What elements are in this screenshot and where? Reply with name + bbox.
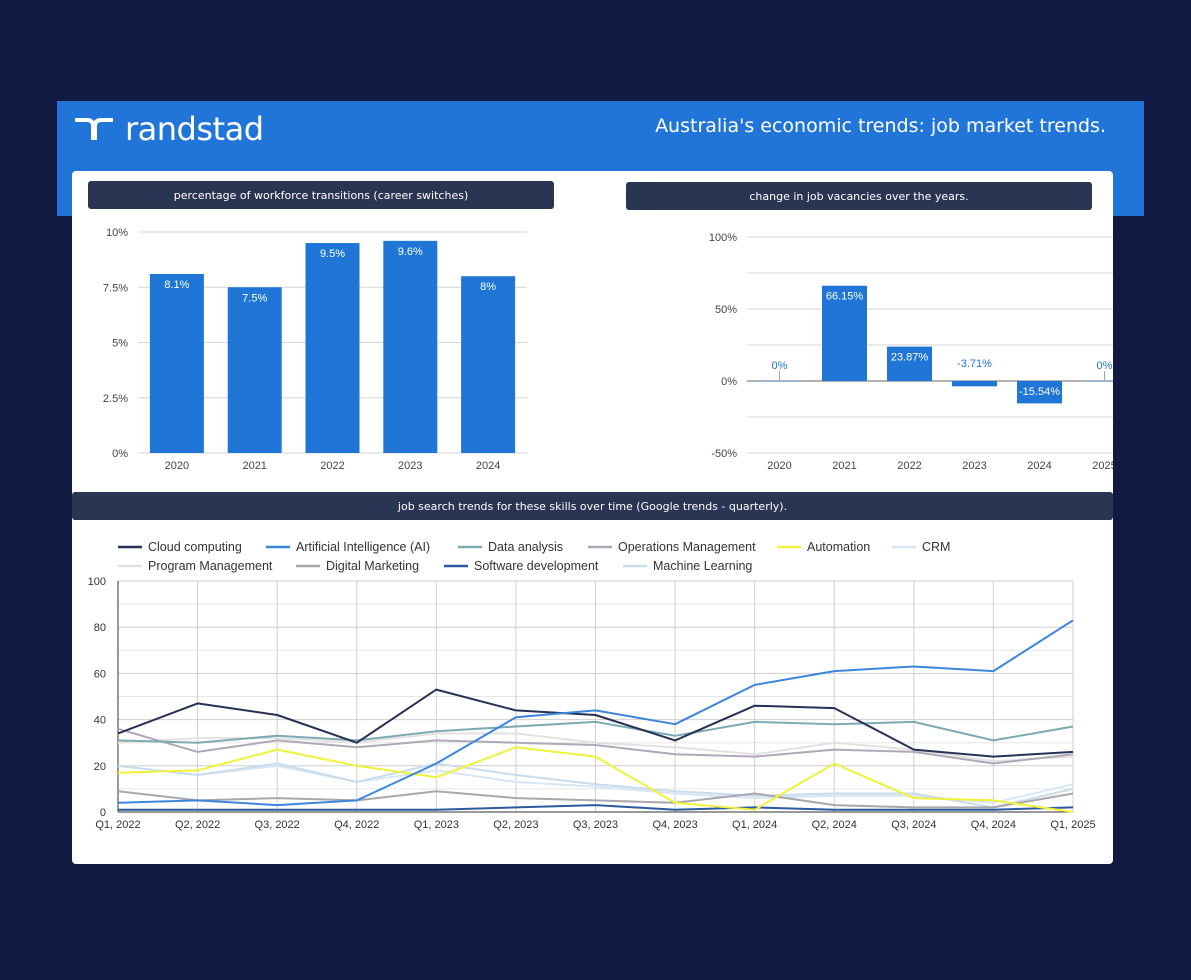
- c2-xtick-label: 2020: [767, 460, 791, 472]
- c3-series-line: [117, 746, 1074, 813]
- c3-legend-label: Artificial Intelligence (AI): [296, 540, 430, 554]
- c1-bar: [461, 276, 516, 453]
- c3-series-line: [117, 720, 1074, 744]
- c2-ytick-label: 50%: [715, 304, 737, 316]
- c3-xtick-label: Q2, 2022: [175, 819, 220, 831]
- c3-series-line: [117, 764, 1074, 804]
- c3-ytick-label: 60: [94, 668, 106, 680]
- c2-data-label: -3.71%: [957, 358, 992, 370]
- c1-data-label: 9.5%: [320, 248, 345, 260]
- chart2-title: change in job vacancies over the years.: [626, 182, 1092, 210]
- c3-legend-label: Digital Marketing: [326, 559, 419, 573]
- c2-bar: [887, 346, 932, 381]
- c2-bar: [1017, 381, 1062, 404]
- c2-data-label: -15.54%: [1019, 386, 1060, 398]
- c3-series-line: [118, 804, 1074, 811]
- c1-xtick-label: 2024: [476, 460, 500, 472]
- randstad-logo: randstad: [73, 109, 264, 149]
- c3-xtick-label: Q1, 2024: [732, 819, 777, 831]
- c3-legend-label: Data analysis: [488, 540, 563, 554]
- c3-ytick-label: 80: [94, 622, 106, 634]
- c2-bar: [757, 381, 802, 382]
- c3-ytick-label: 20: [94, 761, 106, 773]
- c3-legend-label: Program Management: [148, 559, 273, 573]
- c3-ytick-label: 100: [88, 576, 106, 588]
- c1-bar: [149, 273, 204, 453]
- c2-xtick-label: 2023: [962, 460, 986, 472]
- c3-xtick-label: Q4, 2024: [971, 819, 1016, 831]
- c3-xtick-label: Q2, 2024: [812, 819, 857, 831]
- c3-xtick-label: Q3, 2022: [255, 819, 300, 831]
- skills-trends-chart: 0 20 40 60 80 100 Q1, 2022 Q2, 2022 Q3, 2022 Q4, …: [88, 540, 1096, 831]
- c3-xtick-label: Q4, 2023: [652, 819, 697, 831]
- c3-series-line: [117, 727, 1074, 765]
- c1-bar: [227, 287, 282, 453]
- c1-data-label: 7.5%: [242, 292, 267, 304]
- c3-series-line: [117, 688, 1074, 758]
- c1-bar: [305, 243, 360, 453]
- randstad-logo-icon: [75, 118, 113, 140]
- c3-series-line: [117, 790, 1074, 809]
- c3-xtick-label: Q1, 2022: [95, 819, 140, 831]
- c1-xtick-label: 2022: [320, 460, 344, 472]
- c3-xtick-label: Q1, 2025: [1050, 819, 1095, 831]
- c3-legend-label: Machine Learning: [653, 559, 752, 573]
- c2-data-label: 0%: [1097, 360, 1113, 372]
- c1-data-label: 9.6%: [398, 246, 423, 258]
- c2-xtick-label: 2024: [1027, 460, 1051, 472]
- c1-ytick-label: 0%: [112, 448, 128, 460]
- page-title: Australia's economic trends: job market …: [655, 115, 1106, 137]
- c1-xtick-label: 2021: [242, 460, 266, 472]
- c3-ytick-label: 0: [100, 807, 106, 819]
- c3-legend-label: Cloud computing: [148, 540, 242, 554]
- c1-ytick-label: 7.5%: [103, 282, 128, 294]
- c2-data-label: 0%: [772, 360, 788, 372]
- c2-bar: [822, 285, 867, 381]
- c3-legend-label: Automation: [807, 540, 870, 554]
- c3-series-line: [117, 762, 1074, 809]
- c3-xtick-label: Q3, 2023: [573, 819, 618, 831]
- c2-xtick-label: 2022: [897, 460, 921, 472]
- c1-data-label: 8.1%: [164, 279, 189, 291]
- c1-data-label: 8%: [480, 281, 496, 293]
- c3-xtick-label: Q3, 2024: [891, 819, 936, 831]
- c2-bar: [952, 381, 997, 387]
- c1-bar: [383, 240, 438, 453]
- job-vacancies-chart: -50% 0% 50% 100% 2020 0% 2021 66.15% 2022 23.87% 2…: [709, 232, 1113, 472]
- c3-legend-label: Operations Management: [618, 540, 756, 554]
- chart3-title: job search trends for these skills over …: [72, 492, 1113, 520]
- c3-xtick-label: Q2, 2023: [493, 819, 538, 831]
- c2-data-label: 66.15%: [826, 291, 864, 303]
- c2-bar: [1082, 381, 1113, 382]
- workforce-transitions-chart: 0% 2.5% 5% 7.5% 10% 2020 8.1% 2021 7.5% 2022 9.5% 2…: [103, 227, 527, 472]
- c3-ytick-label: 40: [94, 715, 106, 727]
- logo-text: randstad: [125, 110, 264, 148]
- c1-xtick-label: 2020: [165, 460, 189, 472]
- c3-xtick-label: Q1, 2023: [414, 819, 459, 831]
- c1-ytick-label: 2.5%: [103, 393, 128, 405]
- c1-xtick-label: 2023: [398, 460, 422, 472]
- c1-ytick-label: 10%: [106, 227, 128, 239]
- c3-legend-label: Software development: [474, 559, 599, 573]
- c2-xtick-label: 2025: [1092, 460, 1113, 472]
- c3-series-line: [117, 619, 1074, 807]
- c3-xtick-label: Q4, 2022: [334, 819, 379, 831]
- c1-ytick-label: 5%: [112, 338, 128, 350]
- chart1-title: percentage of workforce transitions (car…: [88, 181, 554, 209]
- dashboard-card: percentage of workforce transitions (car…: [72, 171, 1113, 864]
- c2-ytick-label: 100%: [709, 232, 737, 244]
- c3-legend-label: CRM: [922, 540, 950, 554]
- c2-ytick-label: 0%: [721, 376, 737, 388]
- c2-ytick-label: -50%: [711, 448, 737, 460]
- c2-xtick-label: 2021: [832, 460, 856, 472]
- c2-data-label: 23.87%: [891, 352, 929, 364]
